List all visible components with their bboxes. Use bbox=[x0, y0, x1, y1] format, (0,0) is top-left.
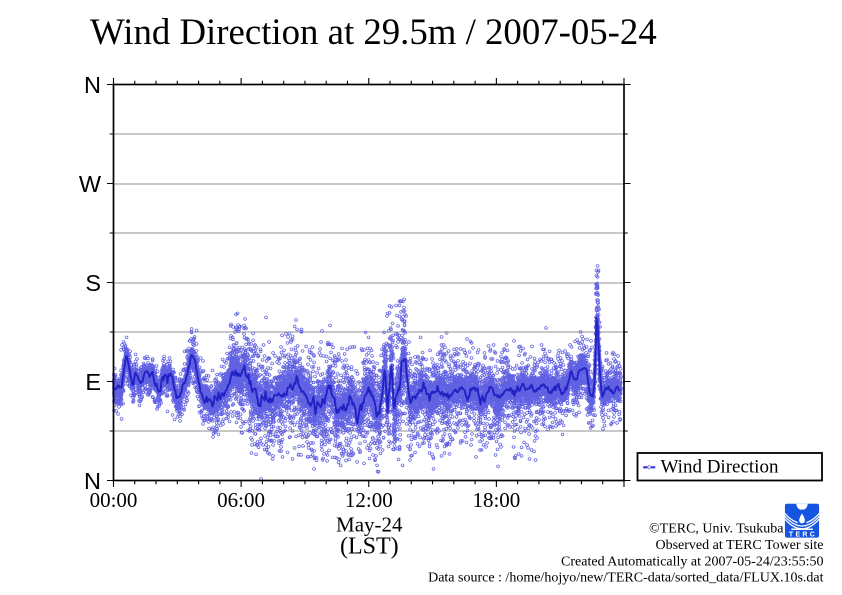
svg-text:12:00: 12:00 bbox=[345, 488, 393, 512]
svg-text:W: W bbox=[79, 171, 102, 197]
svg-text:N: N bbox=[84, 72, 101, 98]
svg-text:00:00: 00:00 bbox=[90, 488, 138, 512]
svg-text:S: S bbox=[85, 270, 101, 296]
svg-text:Data source : /home/hojyo/new/: Data source : /home/hojyo/new/TERC-data/… bbox=[428, 571, 824, 586]
svg-text:Observed at TERC Tower site: Observed at TERC Tower site bbox=[655, 538, 823, 553]
svg-text:N: N bbox=[84, 468, 101, 494]
svg-text:TERC: TERC bbox=[789, 532, 817, 539]
svg-text:06:00: 06:00 bbox=[217, 488, 265, 512]
svg-text:©TERC, Univ. Tsukuba: ©TERC, Univ. Tsukuba bbox=[649, 522, 784, 537]
svg-text:18:00: 18:00 bbox=[472, 488, 520, 512]
svg-text:May-24: May-24 bbox=[336, 513, 403, 537]
svg-text:Wind Direction at 29.5m / 2007: Wind Direction at 29.5m / 2007-05-24 bbox=[90, 11, 657, 52]
svg-text:Wind Direction: Wind Direction bbox=[661, 457, 779, 478]
svg-text:E: E bbox=[85, 369, 101, 395]
svg-text:Created Automatically at 2007-: Created Automatically at 2007-05-24/23:5… bbox=[561, 554, 823, 569]
svg-text:(LST): (LST) bbox=[340, 534, 399, 560]
